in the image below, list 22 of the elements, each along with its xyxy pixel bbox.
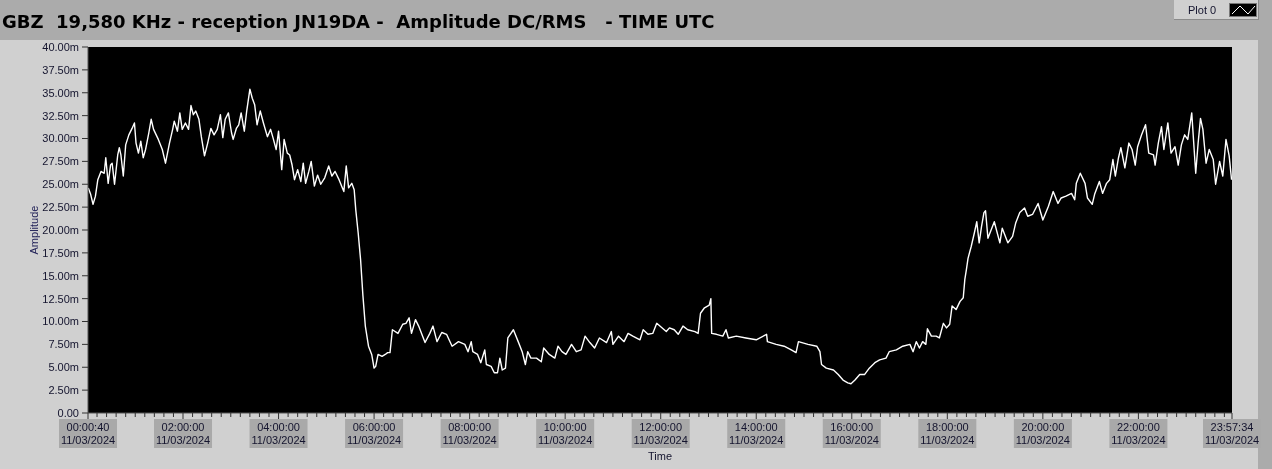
y-tick-label: 20.00m [42,223,79,236]
y-tick-label: 12.50m [42,292,79,305]
y-tick-label: 15.00m [42,269,79,282]
y-tick-label: 40.00m [42,40,79,53]
y-tick-label: 35.00m [42,86,79,99]
y-tick-label: 17.50m [42,246,79,259]
y-axis-title: Amplitude [28,205,40,255]
legend-label: Plot 0 [1188,3,1218,16]
y-tick-label: 5.00m [48,361,79,374]
y-tick-label: 7.50m [48,338,79,351]
y-tick-label: 32.50m [42,109,79,122]
y-tick-label: 30.00m [42,132,79,145]
line-series [88,88,1232,385]
y-tick-label: 0.00 [57,406,79,419]
y-tick-label: 27.50m [42,155,79,168]
y-tick-label: 25.00m [42,178,79,191]
y-tick-label: 10.00m [42,315,79,328]
y-tick-label: 2.50m [48,384,79,397]
y-tick-label: 22.50m [42,201,79,214]
x-axis-title: Time [647,450,673,462]
chart-title: GBZ 19,580 KHz - reception JN19DA - Amplitude DC/RMS - TIME UTC [2,11,715,33]
y-tick-label: 37.50m [42,63,79,76]
